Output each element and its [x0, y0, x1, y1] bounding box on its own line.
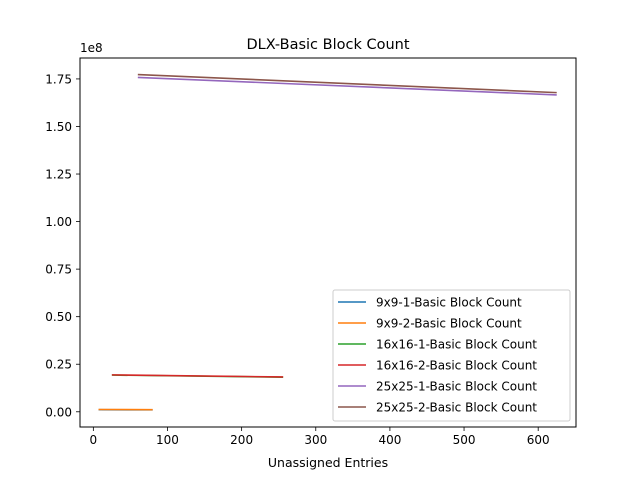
y-tick-label: 1.25: [45, 168, 72, 182]
y-tick-label: 0.50: [45, 310, 72, 324]
chart-title: DLX-Basic Block Count: [246, 37, 409, 53]
legend-label: 25x25-1-Basic Block Count: [376, 380, 537, 394]
legend-label: 16x16-1-Basic Block Count: [376, 338, 537, 352]
series-line-16x16-2-basic-block-count: [111, 374, 284, 378]
y-tick-label: 0.00: [45, 405, 72, 419]
legend: 9x9-1-Basic Block Count 9x9-2-Basic Block…: [332, 289, 571, 422]
legend-label: 9x9-1-Basic Block Count: [376, 296, 522, 310]
x-tick-label: 100: [156, 433, 179, 447]
y-offset-label: 1e8: [80, 41, 103, 55]
legend-label: 9x9-2-Basic Block Count: [376, 317, 522, 331]
y-tick-label: 0.75: [45, 263, 72, 277]
legend-label: 16x16-2-Basic Block Count: [376, 359, 537, 373]
x-tick-label: 300: [304, 433, 327, 447]
x-tick-label: 400: [378, 433, 401, 447]
y-tick-label: 1.50: [45, 120, 72, 134]
plot-frame: [79, 57, 577, 428]
x-tick-label: 500: [453, 433, 476, 447]
y-tick-label: 1.00: [45, 215, 72, 229]
plot-area: [98, 73, 557, 411]
y-tick-label: 1.75: [45, 72, 72, 86]
legend-label: 25x25-2-Basic Block Count: [376, 401, 537, 415]
x-axis: 0 100 200 300 400 500 600: [90, 427, 550, 447]
x-tick-label: 600: [527, 433, 550, 447]
x-axis-label: Unassigned Entries: [268, 455, 388, 470]
x-tick-label: 0: [90, 433, 98, 447]
series-line-25x25-1-basic-block-count: [137, 76, 557, 96]
y-tick-label: 0.25: [45, 358, 72, 372]
series-line-25x25-2-basic-block-count: [137, 73, 557, 94]
x-tick-label: 200: [230, 433, 253, 447]
y-axis: 0.00 0.25 0.50 0.75 1.00 1.25 1.50 1.75: [45, 72, 80, 419]
legend-box: [332, 289, 571, 422]
